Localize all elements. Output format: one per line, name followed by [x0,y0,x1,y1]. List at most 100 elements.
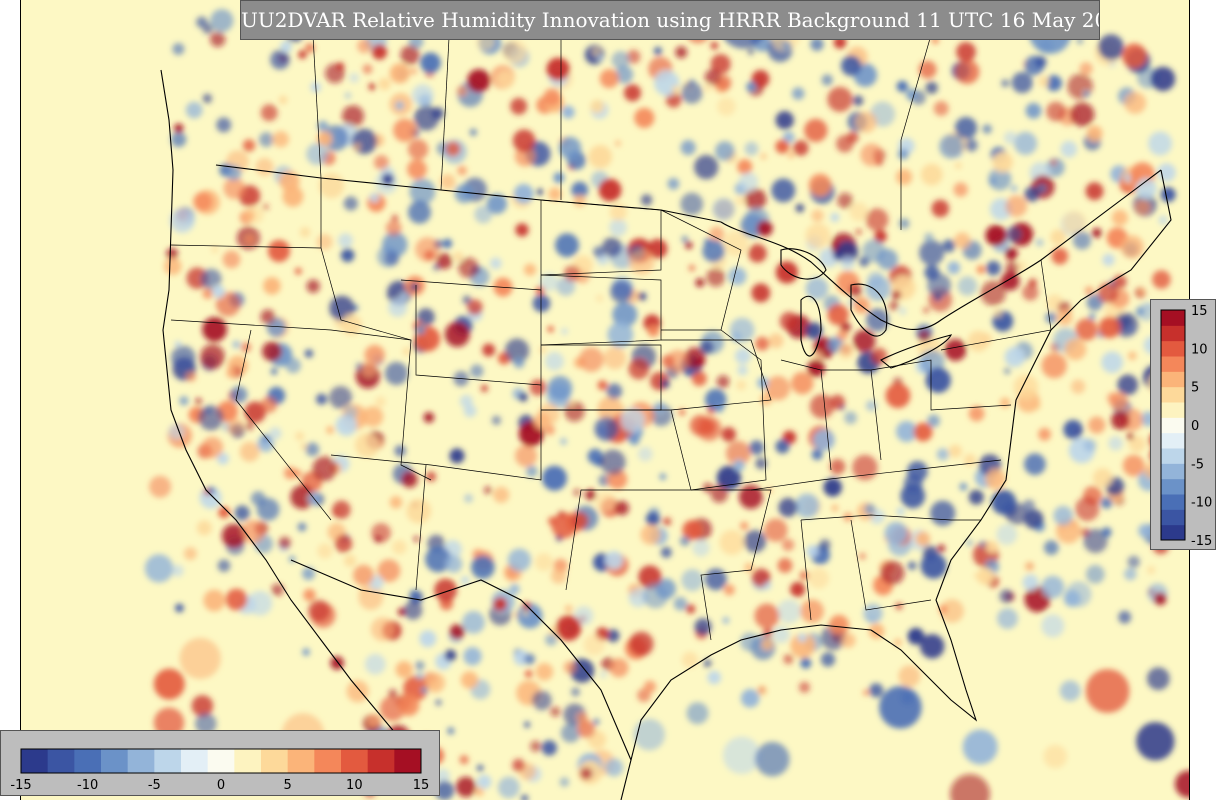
innovation-blob [907,461,928,482]
innovation-blob [939,605,948,614]
innovation-blob [696,416,722,442]
innovation-blob [930,500,956,526]
innovation-blob [514,146,536,167]
innovation-blob [420,686,428,694]
innovation-blob [538,403,560,425]
innovation-blob [529,379,547,396]
innovation-blob [454,184,474,204]
innovation-blob [831,504,839,512]
innovation-blob [765,375,791,401]
innovation-blob [334,535,353,553]
innovation-blob [202,93,212,104]
innovation-blob [793,140,809,156]
innovation-blob [733,460,745,472]
innovation-blob [577,712,588,723]
innovation-blob [532,690,552,711]
map-outlines [160,0,1172,800]
innovation-blob [743,530,767,553]
innovation-blob [410,67,417,75]
innovation-blob [805,322,823,340]
innovation-blob [607,321,634,348]
innovation-blob [722,736,761,775]
innovation-blob [843,512,853,522]
innovation-blob [423,412,435,423]
innovation-blob [222,250,241,269]
innovation-blob [183,547,197,561]
innovation-blob [588,145,612,169]
colorbar-swatch [1161,340,1185,357]
innovation-blob [827,86,853,112]
innovation-blob [791,87,805,100]
innovation-blob [852,329,876,353]
innovation-blob [907,561,917,570]
innovation-blob [295,431,305,441]
innovation-blob [144,554,174,583]
innovation-blob [806,545,819,558]
innovation-blob [809,394,835,419]
innovation-blob [458,257,479,279]
innovation-blob [1072,231,1092,250]
innovation-blob [225,165,242,181]
colorbar-swatch [234,749,262,773]
innovation-blob [614,140,622,147]
innovation-blob [475,274,483,283]
innovation-blob [174,123,184,133]
innovation-blob [459,755,469,765]
innovation-blob [681,82,703,104]
innovation-blob [999,397,1011,409]
innovation-blob [260,104,278,122]
innovation-blob [807,359,825,377]
innovation-blob [808,173,832,197]
innovation-blob [954,232,971,249]
colorbar-tick-label: 10 [1191,342,1208,357]
innovation-blob [594,416,619,442]
innovation-blob [223,177,246,200]
innovation-field [144,2,1189,800]
innovation-blob [312,456,338,482]
innovation-blob [175,603,184,613]
innovation-blob [1043,540,1059,555]
innovation-blob [839,255,855,271]
innovation-blob [768,333,784,349]
innovation-blob [870,347,888,365]
colorbar-swatch [47,749,75,773]
innovation-blob [751,70,770,88]
colorbar-tick-label: -15 [10,778,31,793]
innovation-blob [377,559,401,583]
innovation-blob [550,568,567,584]
innovation-blob [925,367,951,393]
innovation-blob [811,449,823,460]
innovation-blob [335,414,358,436]
colorbar-vertical-ticks: 15 10 5 0 -5 -10 -15 [1191,304,1212,549]
innovation-blob [812,429,835,451]
innovation-blob [397,694,420,717]
innovation-blob [927,414,940,428]
innovation-blob [464,494,473,503]
innovation-blob [647,238,668,259]
innovation-blob [864,503,876,515]
innovation-blob [740,689,760,708]
innovation-blob [1045,75,1062,92]
innovation-blob [694,154,719,180]
innovation-blob [400,45,420,65]
innovation-blob [444,321,470,347]
innovation-blob [897,148,909,160]
innovation-blob [953,182,968,197]
innovation-blob [950,774,990,800]
innovation-blob [968,405,985,422]
gulf-coastline [620,624,872,800]
innovation-blob [723,584,735,596]
innovation-blob [863,603,883,624]
innovation-blob [317,543,333,559]
innovation-blob [185,101,203,119]
innovation-blob [609,658,629,678]
innovation-blob [836,329,849,341]
innovation-blob [706,267,726,287]
innovation-blob [794,493,820,519]
innovation-blob [920,163,943,186]
innovation-blob [797,633,807,642]
innovation-blob [426,471,437,482]
innovation-blob [934,294,941,301]
innovation-blob [805,223,831,249]
innovation-blob [1117,374,1139,396]
